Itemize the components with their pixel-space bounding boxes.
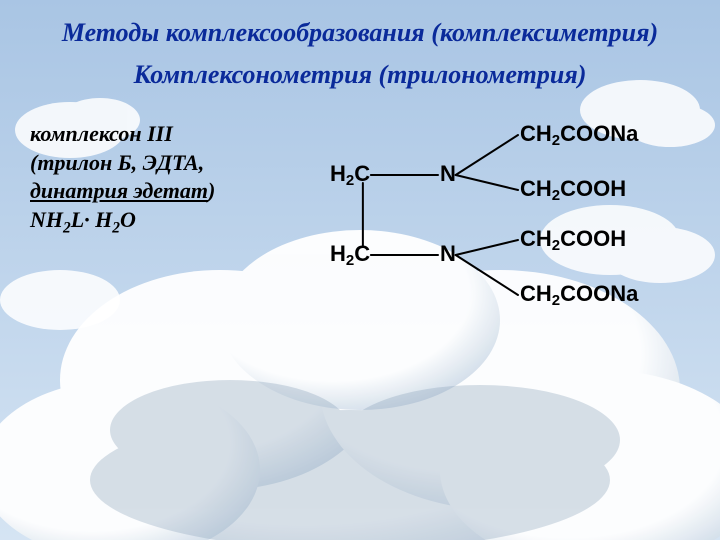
formula-part2: L· H xyxy=(71,207,113,232)
svg-text:CH2COOH: CH2COOH xyxy=(520,176,626,204)
body-line1: комплексон III xyxy=(30,121,173,146)
svg-text:N: N xyxy=(440,161,456,186)
svg-text:CH2COOH: CH2COOH xyxy=(520,226,626,254)
molecule-structure: H2C H2C N N CH2COONa CH2COOH CH2COOH CH2COONa xyxy=(290,110,690,330)
formula-sub2: 2 xyxy=(112,219,120,236)
svg-text:H2C: H2C xyxy=(330,241,370,269)
slide-subtitle: Комплексонометрия (трилонометрия) xyxy=(0,60,720,90)
body-line2b-underlined: динатрия эдетат xyxy=(30,178,208,203)
slide-title: Методы комплексообразования (комплексиме… xyxy=(0,18,720,48)
svg-text:CH2COONa: CH2COONa xyxy=(520,121,639,149)
body-line2a: (трилон Б, ЭДТА, xyxy=(30,150,204,175)
body-line2c: ) xyxy=(208,178,215,203)
content-layer: Методы комплексообразования (комплексиме… xyxy=(0,0,720,540)
formula-part3: O xyxy=(120,207,136,232)
compound-description: комплексон III (трилон Б, ЭДТА, динатрия… xyxy=(30,120,215,238)
formula-sub1: 2 xyxy=(63,219,71,236)
svg-text:N: N xyxy=(440,241,456,266)
svg-text:CH2COONa: CH2COONa xyxy=(520,281,639,309)
svg-text:H2C: H2C xyxy=(330,161,370,189)
slide: Методы комплексообразования (комплексиме… xyxy=(0,0,720,540)
formula-part1: NH xyxy=(30,207,63,232)
